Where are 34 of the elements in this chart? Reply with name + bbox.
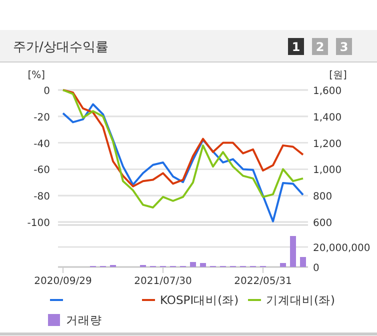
- y-tick-label: -20: [34, 112, 50, 124]
- y2-tick-label: 1,200: [313, 138, 342, 150]
- y2-axis-title: [원]: [329, 70, 347, 81]
- legend-label: 기계대비(좌): [266, 293, 335, 307]
- y-tick-label: -80: [34, 192, 50, 203]
- y2-tick-label: 20,000,000: [313, 243, 370, 254]
- x-tick-label: 2021/07/30: [134, 276, 192, 287]
- y2-tick-label: 600: [313, 218, 332, 229]
- text: 2: [316, 40, 324, 54]
- x-tick-label: 2022/05/31: [234, 276, 292, 287]
- text: 3: [340, 40, 348, 54]
- bar: [300, 257, 306, 267]
- x-tick-label: 2020/09/29: [34, 276, 92, 287]
- y2-tick-label: 0: [313, 263, 320, 274]
- text: 1: [292, 40, 300, 54]
- y2-tick-label: 800: [313, 192, 332, 203]
- legend-label: 거래량: [66, 313, 102, 327]
- bar: [290, 236, 296, 267]
- y2-tick-label: 1,600: [313, 86, 342, 97]
- y2-tick-label: 1,400: [313, 112, 342, 124]
- line-series: [62, 89, 304, 188]
- y-tick-label: -60: [34, 165, 50, 176]
- y-tick-label: -100: [27, 218, 50, 229]
- y-tick-label: 0: [44, 86, 50, 97]
- bar: [190, 262, 196, 267]
- line-series: [62, 89, 304, 208]
- bar: [280, 263, 286, 267]
- bar: [200, 263, 206, 267]
- chart-title: 주가/상대수익률: [13, 40, 108, 55]
- line-series: [62, 103, 304, 222]
- y2-tick-label: 1,000: [313, 165, 342, 176]
- y-tick-label: -40: [34, 138, 50, 150]
- y-axis-title: [%]: [28, 70, 46, 81]
- legend-label: KOSPI대비(좌): [160, 293, 239, 307]
